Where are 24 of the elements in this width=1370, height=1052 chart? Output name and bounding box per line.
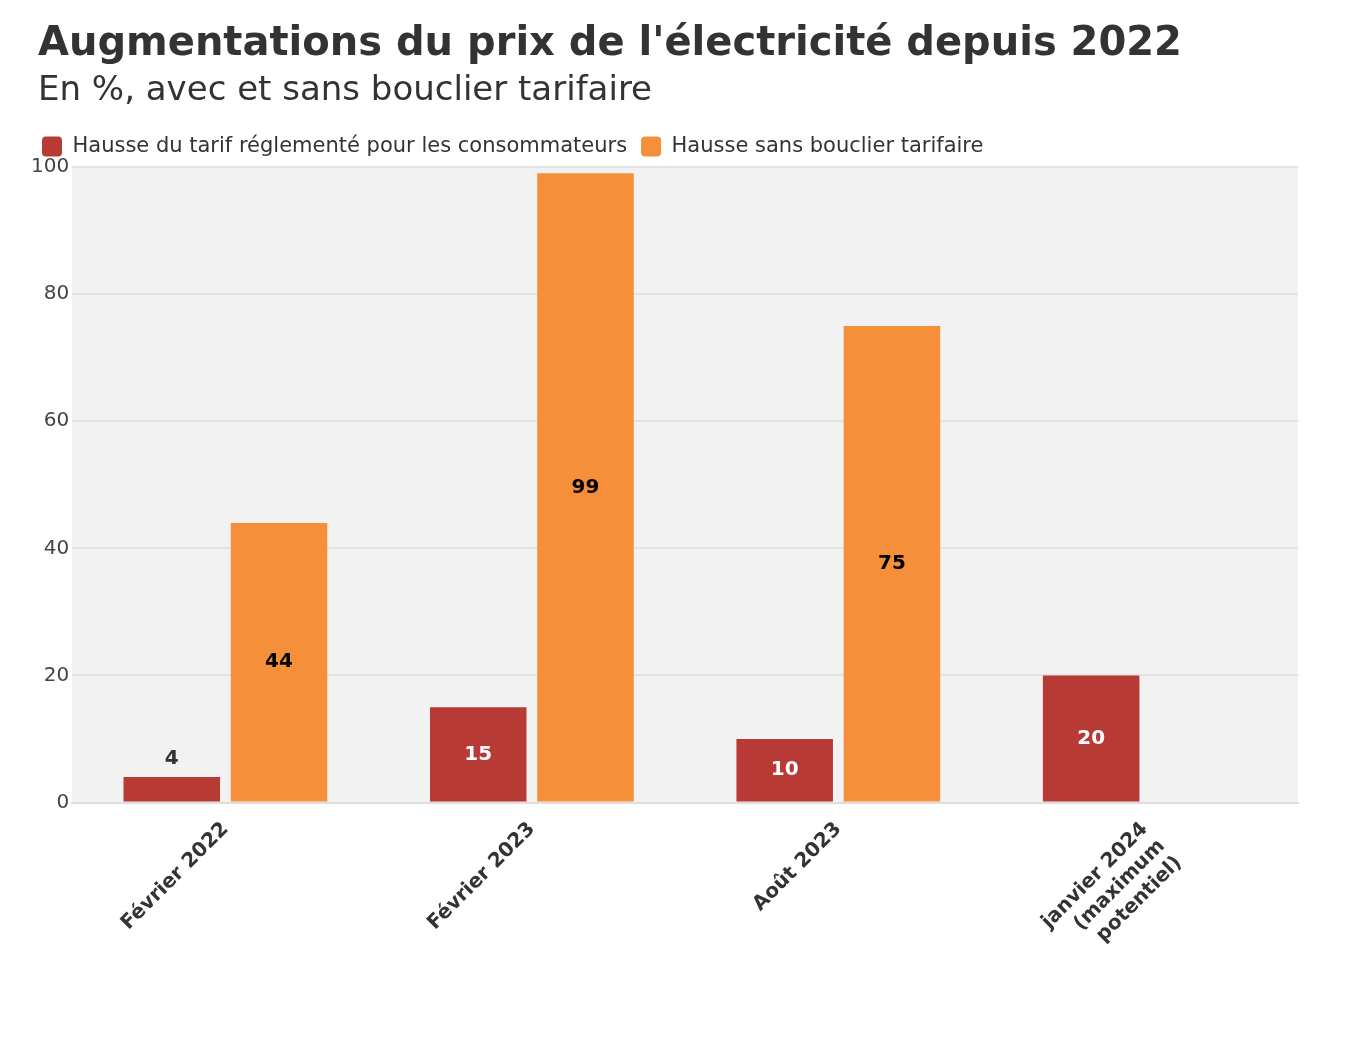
data-label: 10 [770, 756, 799, 781]
y-tick-label: 80 [43, 280, 70, 305]
bar [230, 522, 328, 802]
y-tick-label: 20 [43, 661, 70, 686]
bar [429, 707, 527, 802]
bar [1042, 675, 1140, 802]
data-label: 20 [1077, 724, 1106, 749]
bar [123, 777, 221, 802]
bar [736, 738, 833, 802]
data-label: 4 [164, 745, 179, 770]
data-label: 99 [571, 473, 600, 498]
bar [537, 173, 634, 802]
chart-subtitle: En %, avec et sans bouclier tarifaire [37, 68, 654, 108]
data-label: 44 [265, 648, 293, 673]
legend-label: Hausse du tarif réglementé pour les consommateurs [72, 132, 628, 157]
y-tick-label: 60 [43, 407, 70, 432]
y-tick-label: 0 [56, 788, 70, 813]
y-tick-label: 100 [30, 153, 70, 178]
bar [843, 325, 941, 802]
data-label: 15 [464, 740, 493, 765]
y-tick-label: 40 [43, 534, 70, 559]
data-label: 75 [878, 549, 906, 574]
chart-title: Augmentations du prix de l'électricité depuis 2022 [37, 18, 1183, 64]
legend-label: Hausse sans bouclier tarifaire [671, 132, 984, 157]
